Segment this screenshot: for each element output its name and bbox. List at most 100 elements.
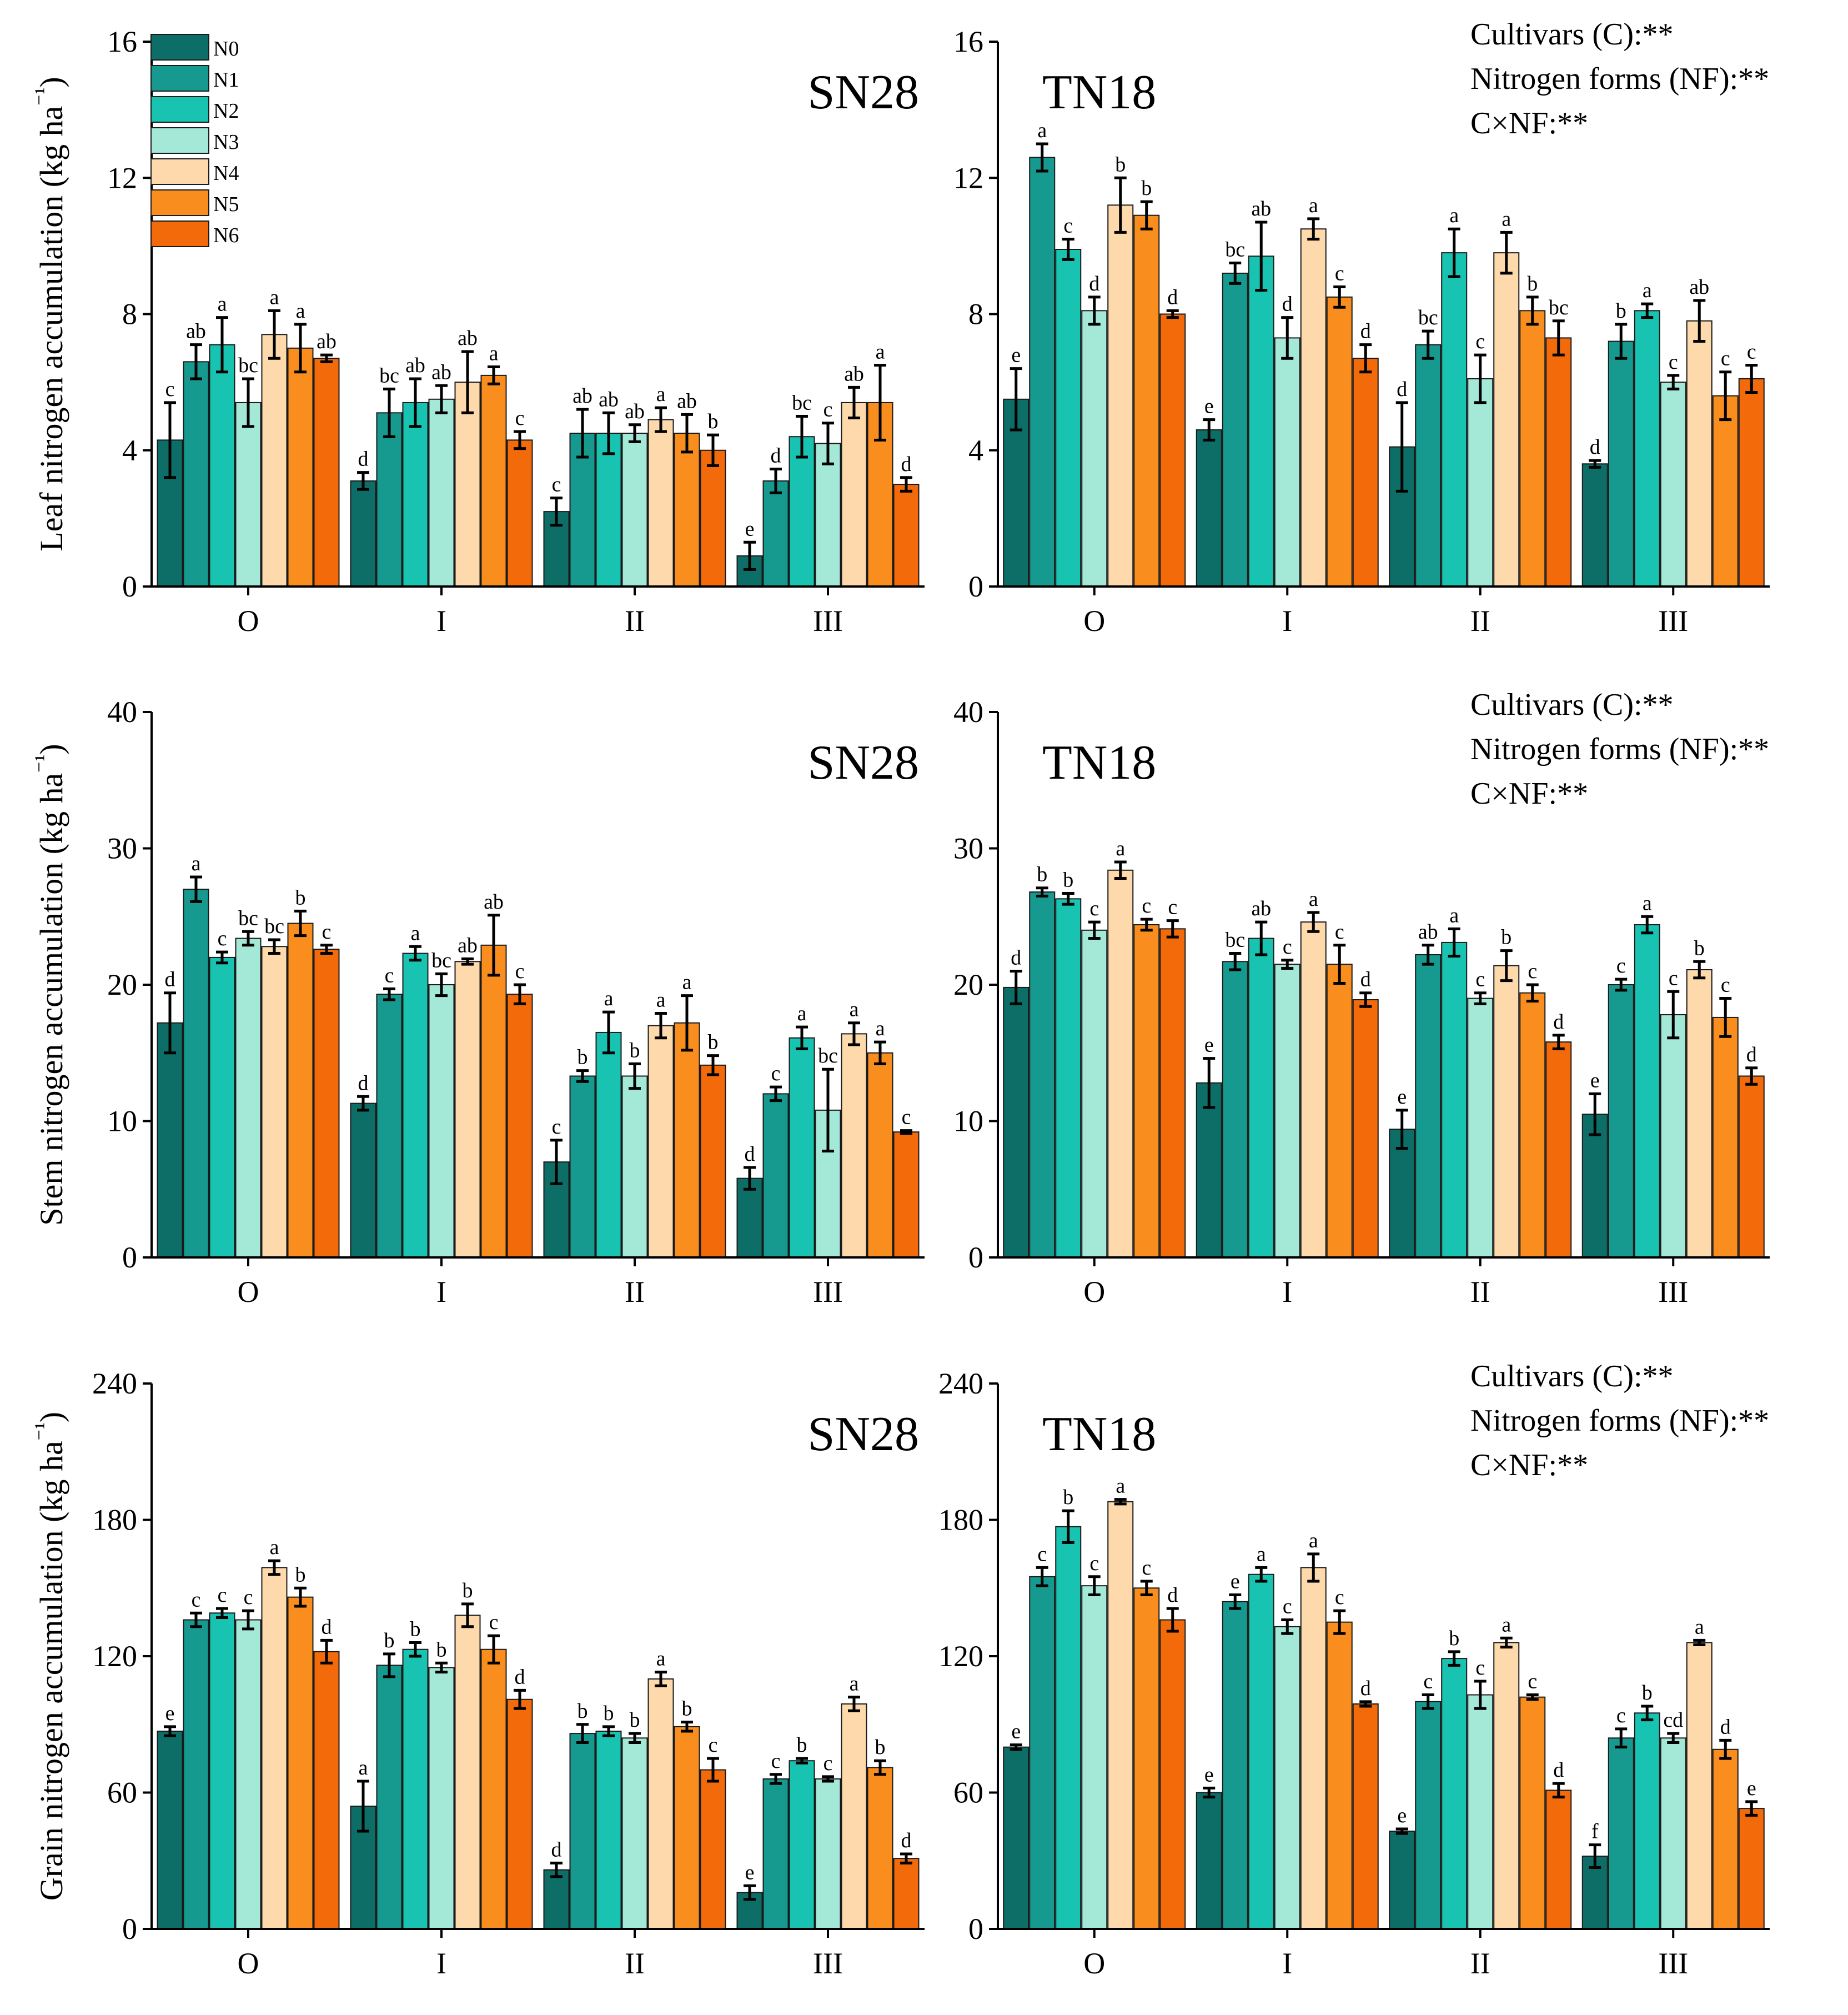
y-tick-label: 10 (953, 1105, 983, 1138)
bar-N2-O (209, 956, 235, 1258)
significance-letter: c (552, 1115, 561, 1139)
y-axis-label: Grain nitrogen accumulation (kg ha⁻¹) (30, 1412, 69, 1901)
bar-N6-I (1352, 1703, 1379, 1930)
significance-letter: b (1527, 272, 1538, 295)
significance-letter: a (1309, 888, 1318, 911)
legend-label-N0: N0 (213, 37, 239, 61)
bar-N4-III (841, 1703, 867, 1930)
bar-N1-III (1608, 984, 1634, 1258)
significance-letter: ab (844, 362, 864, 385)
bar-N4-III (1686, 320, 1713, 587)
bar-N3-O (1081, 1585, 1108, 1930)
legend: N0 N1 N2 N3 N4 N5 N6 (150, 34, 239, 247)
y-tick-label: 12 (107, 161, 137, 194)
significance-letter: c (1747, 340, 1756, 363)
x-tick-label: II (1470, 604, 1490, 638)
stats-annotation: C×NF:** (1470, 776, 1588, 811)
y-tick-label: 16 (953, 25, 983, 58)
bar-N4-O (1107, 204, 1134, 587)
bar-N5-II (1519, 992, 1546, 1258)
panel-title: SN28 (808, 66, 920, 119)
bar-N1-II (569, 1075, 596, 1258)
significance-letter: b (1642, 1681, 1653, 1705)
significance-letter: e (1590, 1069, 1600, 1092)
y-tick-label: 30 (953, 832, 983, 865)
bar-N6-III (1738, 1075, 1765, 1258)
significance-letter: a (1695, 1615, 1704, 1638)
significance-letter: d (358, 448, 369, 471)
bar-N6-III (893, 1858, 920, 1930)
bar-N5-II (674, 1022, 700, 1258)
significance-letter: a (270, 285, 279, 309)
significance-letter: c (1721, 974, 1730, 997)
significance-letter: b (630, 1039, 640, 1062)
bar-N2-II (1441, 252, 1468, 587)
significance-letter: c (1089, 1552, 1099, 1575)
x-tick-label: II (625, 1947, 645, 1980)
significance-letter: e (1011, 344, 1021, 367)
significance-letter: d (515, 1665, 525, 1688)
significance-letter: b (295, 1563, 306, 1586)
significance-letter: a (1502, 1613, 1511, 1636)
bar-N0-O (1003, 1746, 1030, 1930)
significance-letter: cd (1663, 1708, 1683, 1732)
bar-N5-O (1133, 1587, 1160, 1929)
bar-N6-II (700, 1064, 726, 1258)
significance-letter: e (1204, 395, 1214, 418)
significance-letter: c (244, 1586, 253, 1609)
bar-N2-III (1634, 924, 1660, 1258)
significance-letter: b (1063, 1486, 1073, 1509)
bar-N2-II (595, 433, 622, 587)
bar-N5-O (287, 923, 314, 1258)
significance-letter: ab (458, 327, 478, 350)
bar-N0-II (543, 1869, 570, 1930)
y-tick-label: 12 (953, 161, 983, 194)
significance-letter: d (1360, 1677, 1371, 1700)
y-tick-label: 60 (953, 1776, 983, 1810)
bar-N4-II (1493, 965, 1520, 1258)
significance-letter: d (1282, 293, 1293, 316)
significance-letter: bc (1225, 929, 1245, 952)
significance-letter: a (797, 1002, 807, 1025)
bar-N5-III (1712, 395, 1739, 588)
bar-N2-II (595, 1731, 622, 1929)
significance-letter: d (322, 1615, 332, 1638)
significance-letter: ab (1251, 197, 1271, 220)
bar-N0-I (1196, 1082, 1222, 1258)
significance-letter: b (463, 1579, 473, 1602)
stats-annotation: Cultivars (C):** (1470, 1359, 1674, 1394)
significance-letter: b (708, 410, 719, 433)
bar-N1-O (1029, 1576, 1056, 1930)
bar-N1-O (183, 361, 209, 588)
significance-letter: a (656, 383, 666, 406)
significance-letter: d (1167, 1583, 1178, 1607)
significance-letter: c (165, 378, 175, 401)
bar-N4-I (454, 961, 481, 1258)
significance-letter: c (771, 1062, 781, 1085)
significance-letter: c (1283, 935, 1292, 959)
significance-letter: c (1669, 350, 1678, 374)
bar-N0-O (1003, 986, 1030, 1259)
significance-letter: d (901, 453, 912, 476)
significance-letter: b (295, 886, 306, 909)
significance-letter: d (745, 1142, 755, 1166)
significance-letter: a (1309, 194, 1318, 217)
significance-letter: a (1449, 904, 1459, 927)
bar-N6-O (1159, 928, 1186, 1258)
significance-letter: c (552, 473, 561, 497)
bar-N1-I (1222, 961, 1248, 1258)
significance-letter: a (1037, 119, 1047, 142)
significance-letter: c (1616, 1704, 1626, 1727)
significance-letter: d (1360, 320, 1371, 343)
significance-letter: b (436, 1638, 447, 1661)
bar-N4-II (647, 1678, 674, 1930)
stats-annotation: C×NF:** (1470, 1448, 1588, 1482)
significance-letter: c (1475, 1656, 1485, 1680)
y-tick-label: 8 (122, 298, 137, 331)
significance-letter: b (1063, 869, 1073, 892)
bar-N4-O (261, 1567, 288, 1930)
panel-title: TN18 (1042, 66, 1156, 119)
significance-letter: c (1475, 968, 1485, 991)
significance-letter: a (876, 340, 885, 363)
significance-letter: ab (186, 320, 206, 343)
